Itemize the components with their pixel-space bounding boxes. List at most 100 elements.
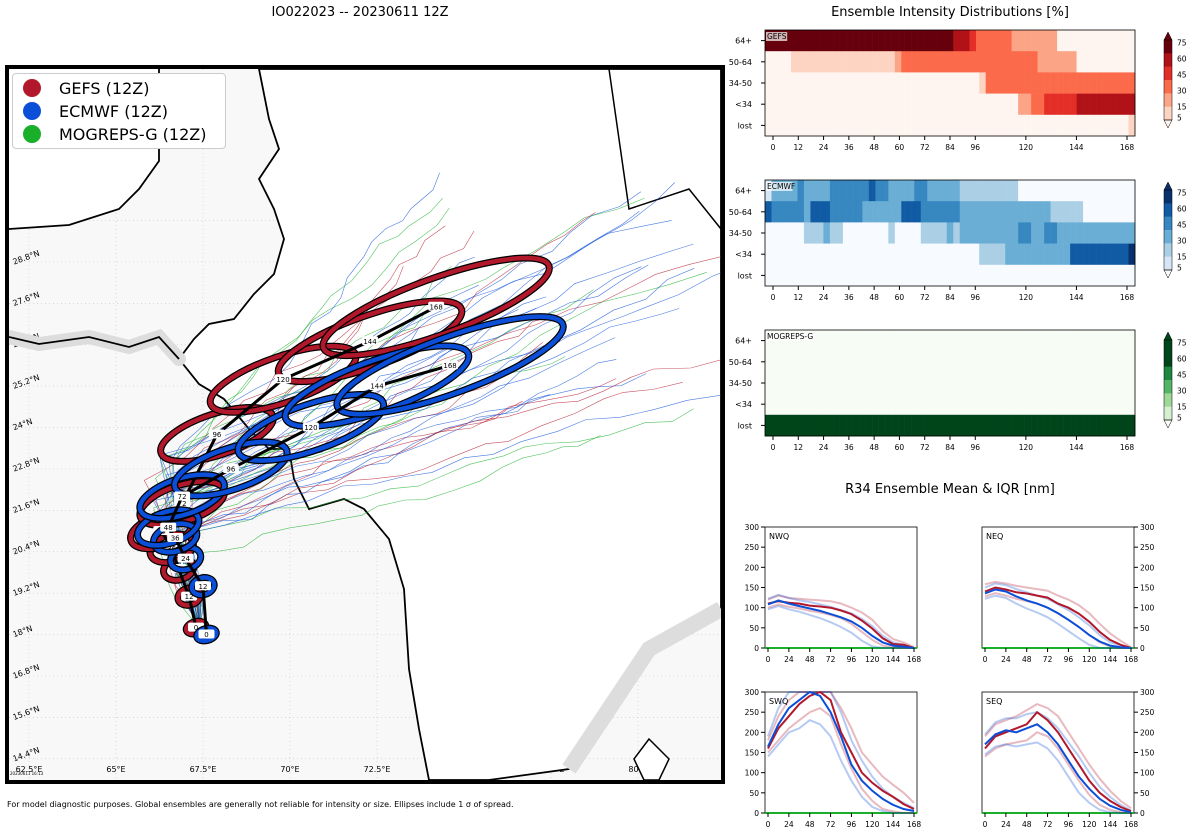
heatmap-cell xyxy=(979,414,983,437)
heatmap-cell xyxy=(907,351,912,373)
heatmap-cell xyxy=(1001,114,1006,137)
heatmap-cell xyxy=(959,93,964,116)
ecmwf-hour-label: 12 xyxy=(199,583,208,591)
heatmap-cell xyxy=(1109,72,1113,94)
heatmap-cell xyxy=(875,201,879,223)
heatmap-cell xyxy=(846,243,850,266)
heatmap-cell xyxy=(959,393,964,416)
heatmap-cell xyxy=(937,201,941,223)
heatmap-cell xyxy=(885,351,889,373)
heatmap-cell xyxy=(933,201,938,223)
heatmap-cell xyxy=(1083,72,1087,94)
r34-x-tick-label: 72 xyxy=(1043,820,1053,829)
heatmap-cell xyxy=(859,222,863,244)
heatmap-cell xyxy=(826,243,831,266)
heatmap-cell xyxy=(842,264,847,287)
heatmap-cell xyxy=(800,393,805,416)
heatmap-cell xyxy=(933,351,938,373)
heatmap-cell xyxy=(988,93,993,116)
heatmap-cell xyxy=(852,72,857,94)
heatmap-cell xyxy=(816,264,821,287)
heatmap-cell xyxy=(1014,243,1019,266)
heatmap-cell xyxy=(1122,114,1126,137)
heatmap-cell xyxy=(1070,72,1074,94)
heatmap-cell xyxy=(982,222,987,244)
heatmap-cell xyxy=(813,72,818,94)
r34-x-tick-label: 24 xyxy=(1001,820,1011,829)
heatmap-cell xyxy=(1063,393,1068,416)
heatmap-cell xyxy=(911,264,915,287)
heatmap-x-tick-label: 96 xyxy=(971,293,981,302)
heatmap-cell xyxy=(966,393,970,416)
heatmap-cell xyxy=(881,114,886,137)
heatmap-cell xyxy=(992,243,996,266)
heatmap-cell xyxy=(943,351,948,373)
heatmap-cell xyxy=(1115,372,1120,394)
heatmap-cell xyxy=(956,72,961,94)
heatmap-cell xyxy=(1099,243,1103,266)
heatmap-cell xyxy=(959,243,964,266)
heatmap-x-tick-label: 48 xyxy=(869,293,879,302)
heatmap-cell xyxy=(846,114,850,137)
heatmap-cell xyxy=(962,372,967,394)
heatmap-cell xyxy=(1112,72,1116,94)
heatmap-cell xyxy=(1027,414,1032,437)
heatmap-cell xyxy=(992,114,996,137)
heatmap-x-tick-label: 120 xyxy=(1019,443,1034,452)
heatmap-cell xyxy=(907,93,912,116)
heatmap-cell xyxy=(868,51,873,73)
heatmap-cell xyxy=(784,93,789,116)
heatmap-cell xyxy=(872,414,876,437)
heatmap-cell xyxy=(953,30,957,52)
heatmap-cell xyxy=(810,93,814,116)
gefs-hour-label: 0 xyxy=(194,624,198,632)
heatmap-cell xyxy=(781,351,785,373)
heatmap-cell xyxy=(911,222,915,244)
heatmap-cell xyxy=(1011,180,1016,202)
heatmap-cell xyxy=(803,393,808,416)
heatmap-cell xyxy=(1018,372,1022,394)
heatmap-cell xyxy=(1021,393,1025,416)
heatmap-cell xyxy=(988,414,993,437)
heatmap-cell xyxy=(807,180,811,202)
heatmap-cell xyxy=(1109,393,1113,416)
heatmap-cell xyxy=(946,72,951,94)
heatmap-cell xyxy=(865,51,870,73)
heatmap-cell xyxy=(969,180,974,202)
heatmap-cell xyxy=(1102,372,1107,394)
ecmwf-hour-label-bg xyxy=(195,581,211,591)
heatmap-cell xyxy=(810,372,814,394)
heatmap-cell xyxy=(797,243,802,266)
heatmap-cell xyxy=(992,351,996,373)
heatmap-cell xyxy=(878,243,883,266)
heatmap-cell xyxy=(898,414,902,437)
heatmap-cell xyxy=(872,180,876,202)
heatmap-cell xyxy=(1073,201,1077,223)
colorbar-tick-label: 60 xyxy=(1177,55,1187,64)
heatmap-cell xyxy=(1112,93,1116,116)
heatmap-cell xyxy=(1037,414,1042,437)
heatmap-cell xyxy=(1027,393,1032,416)
heatmap-cell xyxy=(898,222,902,244)
heatmap-cell xyxy=(1027,264,1032,287)
heatmap-cell xyxy=(982,180,987,202)
heatmap-cell xyxy=(901,264,905,287)
heatmap-cell xyxy=(1027,222,1032,244)
heatmap-cell xyxy=(943,330,948,352)
heatmap-cell xyxy=(833,222,837,244)
gefs-iqr-low xyxy=(984,731,1132,814)
heatmap-cell xyxy=(969,51,974,73)
heatmap-cell xyxy=(777,222,782,244)
heatmap-cell xyxy=(1105,180,1110,202)
heatmap-cell xyxy=(956,93,961,116)
heatmap-cell xyxy=(1083,93,1087,116)
heatmap-cell xyxy=(865,330,870,352)
heatmap-cell xyxy=(846,393,850,416)
heatmap-cell xyxy=(1099,72,1103,94)
colorbar-segment xyxy=(1164,393,1172,407)
heatmap-name: GEFS xyxy=(767,32,787,41)
heatmap-cell xyxy=(878,51,883,73)
heatmap-cell xyxy=(1027,72,1032,94)
heatmap-cell xyxy=(852,201,857,223)
heatmap-cell xyxy=(1008,93,1012,116)
